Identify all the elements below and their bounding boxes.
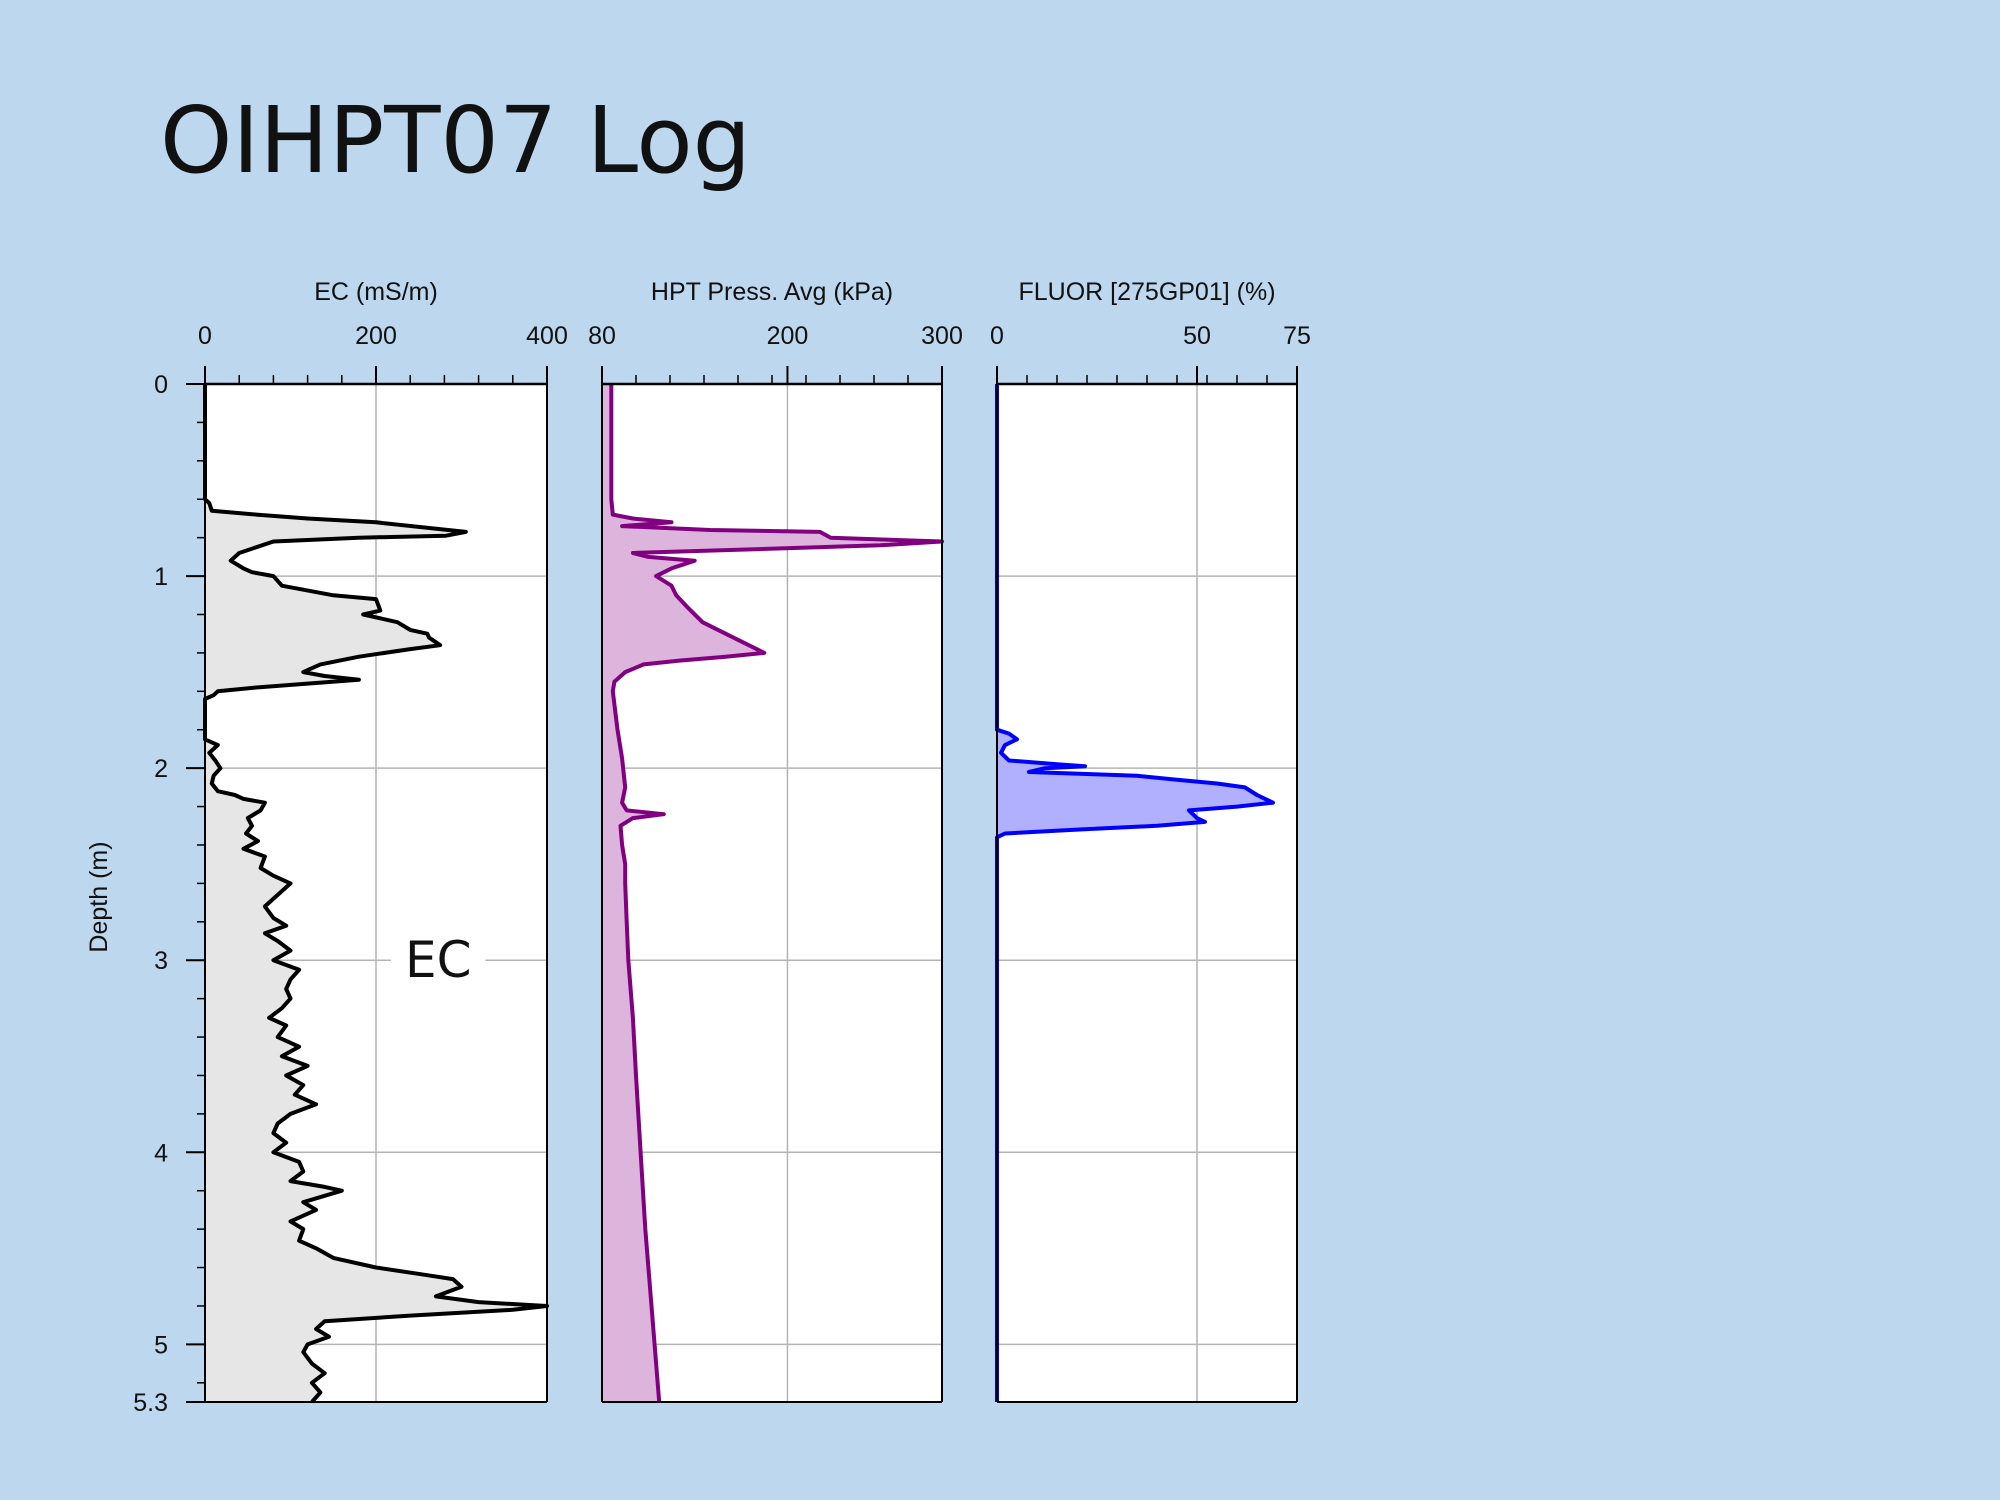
depth-tick-label: 5.3 (133, 1389, 168, 1417)
fluor-data-line (995, 384, 1275, 1402)
ec-annotation: EC (405, 931, 472, 989)
fluor-tick-label: 0 (990, 322, 1004, 350)
hpt-data-line (609, 384, 944, 1403)
depth-tick-label: 4 (154, 1139, 168, 1167)
hpt-tick-label: 80 (588, 322, 616, 350)
ec-tick-label: 0 (198, 322, 212, 350)
depth-tick-label: 0 (154, 371, 168, 399)
depth-tick-label: 1 (154, 563, 168, 591)
depth-axis: 0 1 2 3 4 5 5.3 (133, 371, 206, 1417)
ec-annotation-backdrop (391, 927, 486, 993)
ec-fill-area (205, 384, 547, 1402)
slide-title: OIHPT07 Log (160, 87, 752, 194)
hpt-track: 80 200 300 HPT Press. Avg (kPa) (588, 278, 963, 1403)
hpt-tick-label: 300 (921, 322, 963, 350)
ec-track: 0 200 400 EC (mS/m) (198, 278, 568, 1404)
hpt-tick-label: 200 (767, 322, 809, 350)
ec-tick-label: 400 (526, 322, 568, 350)
depth-tick-label: 3 (154, 947, 168, 975)
ec-track-title: EC (mS/m) (314, 278, 438, 306)
fluor-track: 0 50 75 FLUOR [275GP01] (%) (990, 278, 1311, 1403)
depth-axis-title: Depth (m) (85, 841, 113, 952)
fluor-tick-label: 50 (1183, 322, 1211, 350)
ec-tick-label: 200 (355, 322, 397, 350)
hpt-track-title: HPT Press. Avg (kPa) (651, 278, 893, 306)
ec-data-line (203, 384, 549, 1404)
fluor-plot-area (997, 384, 1297, 1402)
depth-tick-label: 5 (154, 1331, 168, 1359)
fluor-track-title: FLUOR [275GP01] (%) (1018, 278, 1275, 306)
fluor-tick-label: 75 (1283, 322, 1311, 350)
depth-tick-label: 2 (154, 755, 168, 783)
hpt-fill-area (602, 384, 942, 1402)
